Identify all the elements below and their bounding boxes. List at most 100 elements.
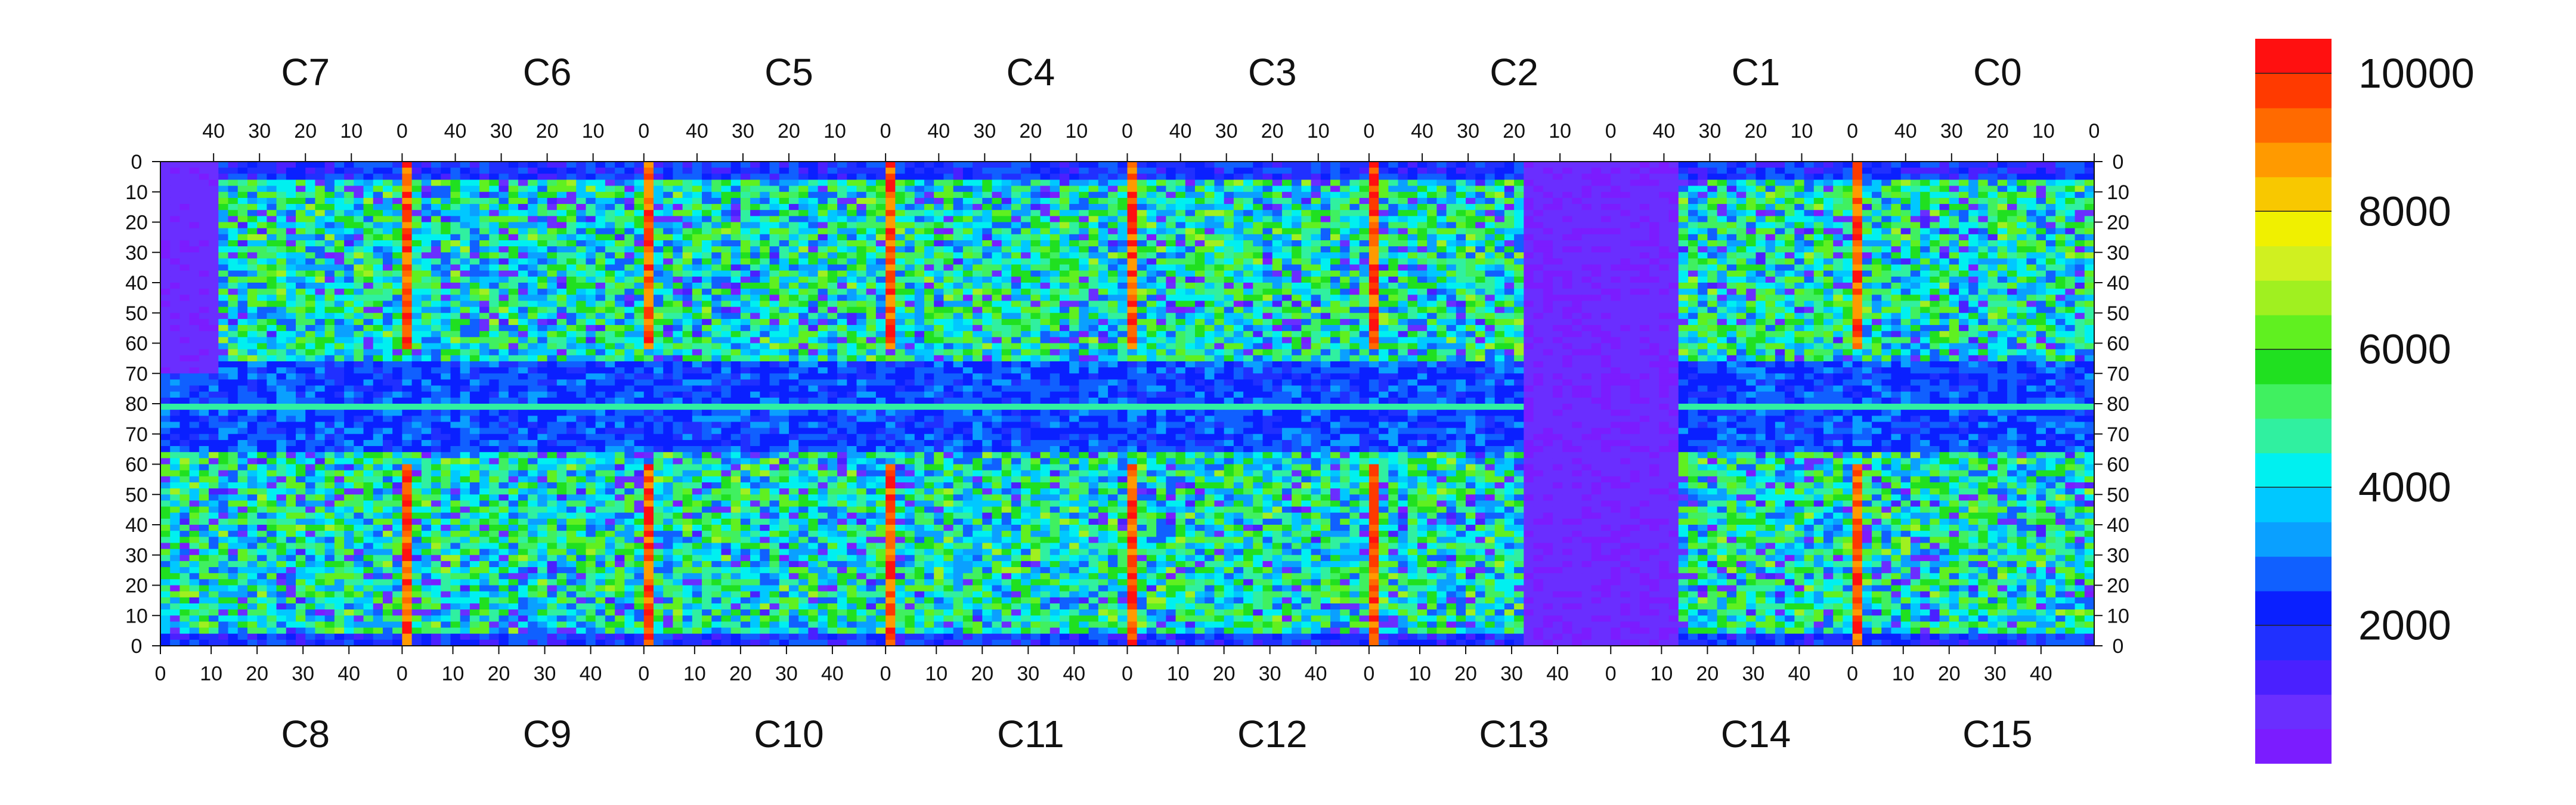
heatmap-cell: [2017, 179, 2027, 187]
heatmap-cell: [354, 168, 364, 174]
heatmap-cell: [992, 276, 1002, 283]
heatmap-cell: [1436, 283, 1447, 289]
heatmap-cell: [1504, 191, 1515, 199]
heatmap-cell: [847, 216, 857, 223]
heatmap-cell: [2084, 210, 2095, 216]
heatmap-cell: [179, 191, 190, 199]
heatmap-cell: [1958, 252, 1969, 259]
heatmap-cell: [1368, 276, 1379, 283]
heatmap-cell: [324, 185, 335, 193]
heatmap-cell: [643, 240, 654, 247]
heatmap-cell: [1823, 162, 1834, 168]
heatmap-cell: [257, 306, 267, 314]
heatmap-cell: [1698, 185, 1708, 193]
heatmap-cell: [1717, 270, 1727, 277]
heatmap-cell: [556, 216, 567, 223]
heatmap-cell: [2075, 276, 2085, 283]
heatmap-cell: [441, 252, 451, 259]
heatmap-cell: [924, 240, 934, 247]
heatmap-cell: [324, 306, 335, 314]
heatmap-cell: [1224, 210, 1234, 216]
heatmap-cell: [1968, 240, 1979, 247]
heatmap-cell: [382, 179, 393, 187]
heatmap-cell: [1137, 295, 1147, 302]
heatmap-cell: [392, 228, 402, 235]
heatmap-cell: [1011, 246, 1021, 253]
heatmap-cell: [2007, 185, 2017, 193]
heatmap-cell: [1320, 306, 1331, 314]
heatmap-cell: [556, 246, 567, 253]
heatmap-cell: [924, 228, 934, 235]
heatmap-cell: [170, 168, 181, 174]
heatmap-cell: [1601, 185, 1611, 193]
heatmap-cell: [1775, 204, 1785, 210]
heatmap-cell: [1746, 252, 1757, 259]
heatmap-cell: [1175, 295, 1186, 302]
heatmap-cell: [1630, 179, 1640, 187]
heatmap-cell: [257, 222, 267, 229]
heatmap-cell: [2045, 283, 2056, 289]
heatmap-cell: [692, 228, 702, 235]
heatmap-cell: [1949, 179, 1959, 187]
heatmap-cell: [276, 276, 287, 283]
heatmap-cell: [1311, 283, 1321, 289]
heatmap-cell: [924, 234, 934, 241]
heatmap-cell: [1939, 270, 1950, 277]
heatmap-cell: [1175, 258, 1186, 265]
heatmap-cell: [1098, 179, 1109, 187]
heatmap-cell: [1088, 168, 1099, 174]
heatmap-cell: [1494, 234, 1505, 241]
heatmap-cell: [1069, 210, 1080, 216]
heatmap-cell: [1862, 295, 1872, 302]
heatmap-cell: [1175, 270, 1186, 277]
heatmap-cell: [1668, 210, 1679, 216]
heatmap-cell: [740, 240, 751, 247]
heatmap-cell: [1639, 240, 1650, 247]
heatmap-cell: [1514, 174, 1524, 181]
heatmap-cell: [1630, 246, 1640, 253]
heatmap-cell: [2065, 185, 2076, 193]
heatmap-cell: [499, 216, 509, 223]
heatmap-cell: [1456, 270, 1466, 277]
heatmap-cell: [1843, 240, 1853, 247]
heatmap-cell: [1001, 264, 1012, 271]
heatmap-cell: [914, 301, 925, 308]
heatmap-cell: [1166, 258, 1176, 265]
heatmap-cell: [1678, 191, 1689, 199]
heatmap-cell: [1862, 168, 1872, 174]
heatmap-cell: [1997, 264, 2008, 271]
heatmap-cell: [1330, 240, 1340, 247]
heatmap-cell: [1620, 246, 1631, 253]
heatmap-cell: [1272, 240, 1283, 247]
heatmap-cell: [1185, 185, 1196, 193]
heatmap-cell: [1833, 295, 1844, 302]
heatmap-cell: [1688, 228, 1698, 235]
heatmap-cell: [508, 234, 519, 241]
heatmap-cell: [595, 234, 606, 241]
heatmap-cell: [924, 246, 934, 253]
heatmap-cell: [1146, 276, 1157, 283]
heatmap-cell: [1030, 240, 1041, 247]
heatmap-cell: [1726, 246, 1737, 253]
heatmap-cell: [1775, 301, 1785, 308]
heatmap-cell: [653, 264, 664, 271]
heatmap-cell: [1775, 264, 1785, 271]
heatmap-cell: [2084, 270, 2095, 277]
heatmap-cell: [692, 301, 702, 308]
heatmap-cell: [1949, 252, 1959, 259]
heatmap-cell: [1166, 210, 1176, 216]
heatmap-cell: [1388, 240, 1399, 247]
heatmap-cell: [702, 168, 712, 174]
heatmap-cell: [1281, 191, 1292, 199]
heatmap-cell: [334, 276, 345, 283]
heatmap-cell: [1533, 240, 1544, 247]
heatmap-cell: [537, 228, 548, 235]
heatmap-cell: [1243, 283, 1253, 289]
heatmap-cell: [547, 162, 558, 168]
heatmap-cell: [1804, 289, 1815, 295]
heatmap-cell: [218, 222, 229, 229]
heatmap-cell: [2084, 179, 2095, 187]
heatmap-cell: [566, 216, 577, 223]
heatmap-cell: [1823, 204, 1834, 210]
heatmap-cell: [518, 234, 528, 241]
